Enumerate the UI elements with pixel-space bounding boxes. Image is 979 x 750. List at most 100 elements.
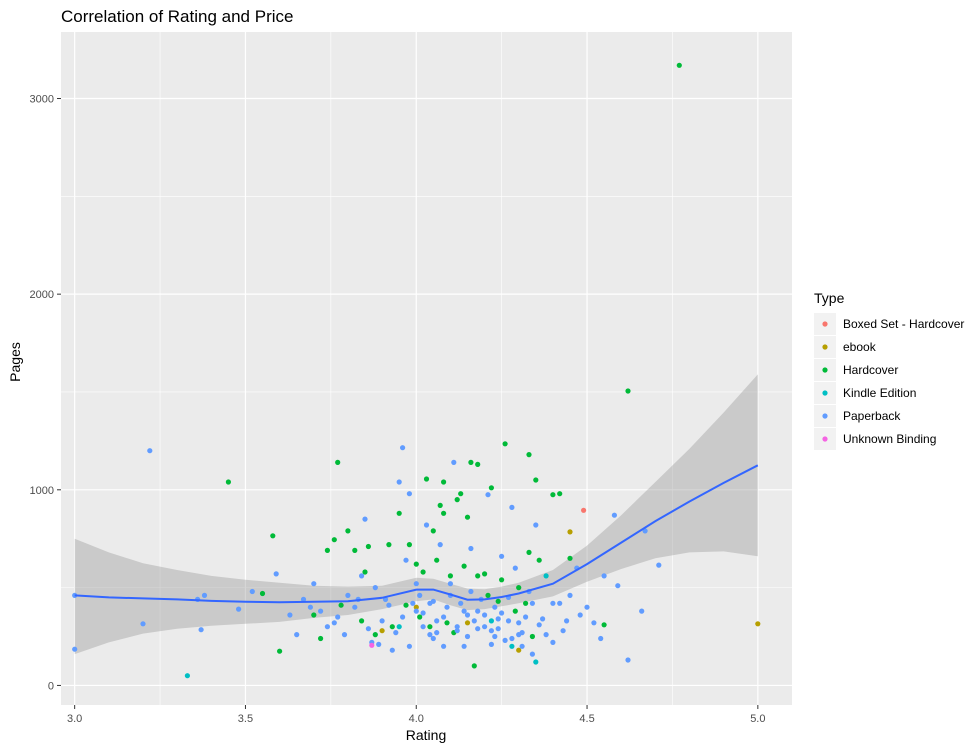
point-paperback xyxy=(557,600,563,606)
point-kindle-edition xyxy=(488,618,494,624)
point-paperback xyxy=(372,585,378,591)
point-paperback xyxy=(352,604,358,610)
point-paperback xyxy=(420,610,426,616)
smooth-line xyxy=(74,464,759,604)
point-hardcover xyxy=(567,555,573,561)
point-kindle-edition xyxy=(396,624,402,630)
point-hardcover xyxy=(550,492,556,498)
point-hardcover xyxy=(488,485,494,491)
point-paperback xyxy=(437,542,443,548)
point-paperback xyxy=(379,618,385,624)
point-paperback xyxy=(294,632,300,638)
point-hardcover xyxy=(311,612,317,618)
x-axis-ticks: 3.0 3.5 4.0 4.5 5.0 xyxy=(67,705,765,725)
point-paperback xyxy=(584,604,590,610)
point-hardcover xyxy=(464,514,471,520)
point-paperback xyxy=(482,624,488,630)
point-ebook xyxy=(464,620,471,626)
x-tick-label: 3.0 xyxy=(67,713,82,725)
point-paperback xyxy=(198,627,204,633)
point-paperback xyxy=(550,639,556,646)
point-ebook xyxy=(516,647,522,653)
point-paperback xyxy=(598,635,604,642)
point-paperback xyxy=(386,602,392,608)
point-hardcover xyxy=(482,571,488,577)
legend-key-dot xyxy=(822,367,828,373)
point-hardcover xyxy=(454,497,460,503)
point-paperback xyxy=(461,643,467,649)
point-paperback xyxy=(413,608,419,614)
point-paperback xyxy=(540,616,546,622)
point-hardcover xyxy=(359,618,365,624)
legend-label: Hardcover xyxy=(843,363,898,377)
point-hardcover xyxy=(420,569,426,575)
point-unknown-binding xyxy=(369,642,375,648)
point-hardcover xyxy=(277,648,283,654)
point-ebook xyxy=(755,621,761,627)
point-paperback xyxy=(625,657,631,663)
point-paperback xyxy=(577,612,583,618)
point-paperback xyxy=(499,553,505,559)
point-paperback xyxy=(488,628,494,634)
point-paperback xyxy=(249,588,255,595)
point-paperback xyxy=(485,492,491,498)
major-gridlines xyxy=(61,32,792,705)
point-paperback xyxy=(441,643,447,649)
point-hardcover xyxy=(441,479,447,485)
point-hardcover xyxy=(512,608,518,614)
point-hardcover xyxy=(475,573,481,579)
point-paperback xyxy=(345,592,351,599)
point-paperback xyxy=(420,624,426,630)
point-hardcover xyxy=(335,459,341,465)
y-tick-label: 2000 xyxy=(30,289,54,301)
point-hardcover xyxy=(318,635,324,642)
point-paperback xyxy=(461,608,467,614)
point-paperback xyxy=(502,637,508,644)
point-hardcover xyxy=(499,577,505,583)
point-paperback xyxy=(512,565,518,571)
point-paperback xyxy=(488,641,494,648)
data-points xyxy=(72,62,761,679)
point-hardcover xyxy=(557,491,563,497)
y-axis-title: Pages xyxy=(7,342,23,382)
point-hardcover xyxy=(471,663,477,669)
legend-key-dot xyxy=(822,321,828,327)
point-paperback xyxy=(601,573,607,579)
point-hardcover xyxy=(372,632,378,638)
point-paperback xyxy=(359,573,365,579)
point-hardcover xyxy=(485,592,491,599)
point-paperback xyxy=(393,630,399,636)
point-paperback xyxy=(365,626,371,632)
point-boxed-set-hardcover xyxy=(581,507,587,513)
legend: Type Boxed Set - Hardcover ebook Hardcover… xyxy=(814,290,964,450)
point-hardcover xyxy=(461,563,467,569)
point-paperback xyxy=(273,571,279,577)
point-paperback xyxy=(505,618,512,624)
point-hardcover xyxy=(526,549,532,556)
point-paperback xyxy=(475,608,481,614)
point-paperback xyxy=(468,588,474,595)
point-paperback xyxy=(482,612,488,618)
point-ebook xyxy=(413,604,419,610)
point-paperback xyxy=(464,612,471,618)
point-hardcover xyxy=(324,547,330,554)
point-paperback xyxy=(311,581,317,587)
point-hardcover xyxy=(413,561,419,567)
point-paperback xyxy=(591,620,597,626)
point-hardcover xyxy=(338,602,344,608)
point-hardcover xyxy=(362,569,368,575)
point-paperback xyxy=(236,606,242,612)
point-paperback xyxy=(413,581,419,587)
point-hardcover xyxy=(625,388,631,394)
y-axis-ticks: 0 1000 2000 3000 xyxy=(30,94,61,692)
point-ebook xyxy=(379,628,385,634)
point-hardcover xyxy=(458,491,464,497)
point-hardcover xyxy=(225,479,231,485)
legend-label: Kindle Edition xyxy=(843,386,916,400)
legend-key-dot xyxy=(822,436,828,442)
point-hardcover xyxy=(389,624,395,630)
point-paperback xyxy=(492,604,498,610)
point-paperback xyxy=(656,562,662,568)
point-ebook xyxy=(567,529,573,535)
